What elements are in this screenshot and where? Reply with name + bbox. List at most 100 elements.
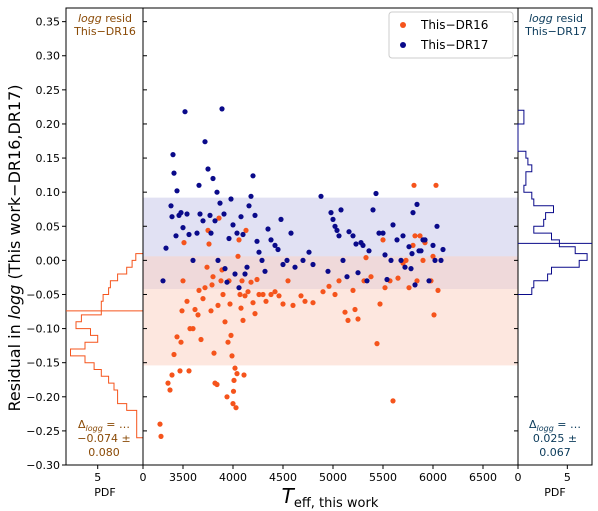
point-s1-13 [186, 231, 192, 238]
point-s1-96 [412, 282, 418, 288]
point-s0-10 [180, 278, 186, 284]
point-s1-91 [402, 264, 408, 270]
point-s1-47 [256, 249, 262, 255]
point-s0-96 [406, 285, 412, 291]
point-s1-92 [406, 244, 412, 250]
point-s1-15 [194, 230, 200, 236]
point-s1-102 [426, 278, 432, 284]
point-s0-75 [320, 289, 326, 295]
point-s1-7 [174, 188, 180, 194]
left-histogram-annotation-line1: Δlogg = … [78, 418, 130, 433]
point-s1-87 [390, 222, 396, 228]
x-tick-label-0: 3500 [169, 471, 197, 484]
x-axis-ticks: 3500 4000 4500 5000 5500 6000 6500 [169, 465, 497, 484]
point-s1-80 [370, 207, 376, 213]
point-s0-28 [211, 350, 217, 356]
scatter-points [157, 106, 446, 439]
point-s0-7 [177, 368, 183, 374]
point-s0-77 [332, 291, 338, 298]
left-histogram-annotation-line2: −0.074 ± [77, 432, 130, 445]
main-scatter-panel: −0.30 −0.25 −0.20 −0.15 −0.10 −0.05 0.00 0.05 0.… [26, 7, 519, 511]
x-tick-label-5: 6000 [419, 471, 447, 484]
point-s0-47 [233, 405, 239, 411]
hist-x-tick-label-0: 0 [515, 471, 522, 484]
point-s0-87 [374, 341, 380, 347]
point-s1-17 [197, 211, 203, 217]
point-s1-6 [173, 233, 179, 239]
point-s1-58 [292, 264, 298, 270]
point-s1-74 [353, 241, 359, 247]
point-s0-64 [260, 291, 266, 298]
point-s1-77 [360, 242, 366, 248]
point-s0-40 [227, 301, 233, 307]
histogram-outline [517, 109, 588, 295]
right-histogram-xlabel: PDF [544, 486, 565, 499]
point-s0-89 [380, 237, 386, 243]
point-s1-55 [280, 261, 286, 268]
point-s1-63 [325, 268, 331, 274]
right-histogram-frame [517, 7, 593, 466]
point-s0-102 [420, 257, 426, 263]
point-s0-0 [157, 421, 163, 427]
y-axis-ticks: −0.30 −0.25 −0.20 −0.15 −0.10 −0.05 0.00 0.05 0.… [26, 16, 518, 472]
point-s0-97 [410, 242, 416, 248]
point-s0-42 [229, 353, 235, 359]
point-s0-80 [345, 317, 351, 323]
point-s1-35 [232, 271, 238, 277]
point-s1-103 [430, 242, 436, 248]
point-s1-107 [440, 246, 446, 253]
point-s0-95 [403, 257, 409, 263]
left-histogram-bars [66, 253, 143, 439]
point-s1-12 [184, 211, 190, 217]
point-s0-12 [184, 298, 190, 304]
point-s0-74 [310, 300, 316, 306]
point-s0-59 [248, 279, 254, 285]
point-s1-54 [278, 216, 284, 222]
point-s0-38 [225, 339, 231, 345]
point-s1-18 [200, 218, 206, 224]
point-s1-11 [182, 109, 188, 115]
point-s1-39 [240, 231, 246, 238]
point-s1-79 [366, 248, 372, 254]
point-s0-98 [411, 182, 417, 188]
hist-x-tick-label-0: 5 [94, 471, 101, 484]
point-s1-10 [180, 225, 186, 231]
point-s0-108 [435, 287, 441, 293]
point-s0-66 [268, 291, 274, 298]
point-s0-67 [272, 289, 278, 295]
legend-marker-dr17 [400, 42, 406, 48]
point-s0-44 [230, 388, 237, 394]
point-s1-24 [212, 218, 218, 224]
point-s1-95 [410, 210, 416, 216]
point-s1-66 [332, 223, 338, 229]
point-s0-31 [215, 302, 221, 308]
point-s1-45 [252, 212, 258, 218]
y-tick-label-1: −0.25 [26, 425, 60, 438]
legend: This−DR16 This−DR17 [388, 11, 514, 59]
point-s0-46 [232, 365, 238, 371]
point-s1-48 [259, 257, 265, 263]
point-s1-44 [250, 173, 256, 179]
point-s0-25 [208, 308, 214, 314]
point-s1-85 [384, 276, 390, 283]
point-s0-24 [206, 241, 212, 247]
point-s0-69 [280, 301, 286, 307]
point-s1-23 [210, 175, 216, 182]
y-tick-label-12: 0.30 [36, 50, 61, 63]
point-s1-57 [288, 230, 294, 236]
y-tick-label-5: −0.05 [26, 288, 60, 301]
y-tick-label-3: −0.15 [26, 357, 60, 370]
point-s0-107 [433, 182, 439, 188]
point-s1-50 [265, 226, 271, 232]
point-s1-9 [178, 210, 184, 216]
band-1 [143, 256, 518, 366]
point-s1-26 [215, 257, 221, 263]
point-s1-36 [234, 230, 240, 236]
point-s1-83 [380, 230, 386, 236]
y-tick-label-9: 0.15 [36, 152, 61, 165]
point-s1-46 [254, 238, 260, 244]
point-s0-48 [234, 371, 240, 377]
point-s0-90 [382, 285, 388, 291]
